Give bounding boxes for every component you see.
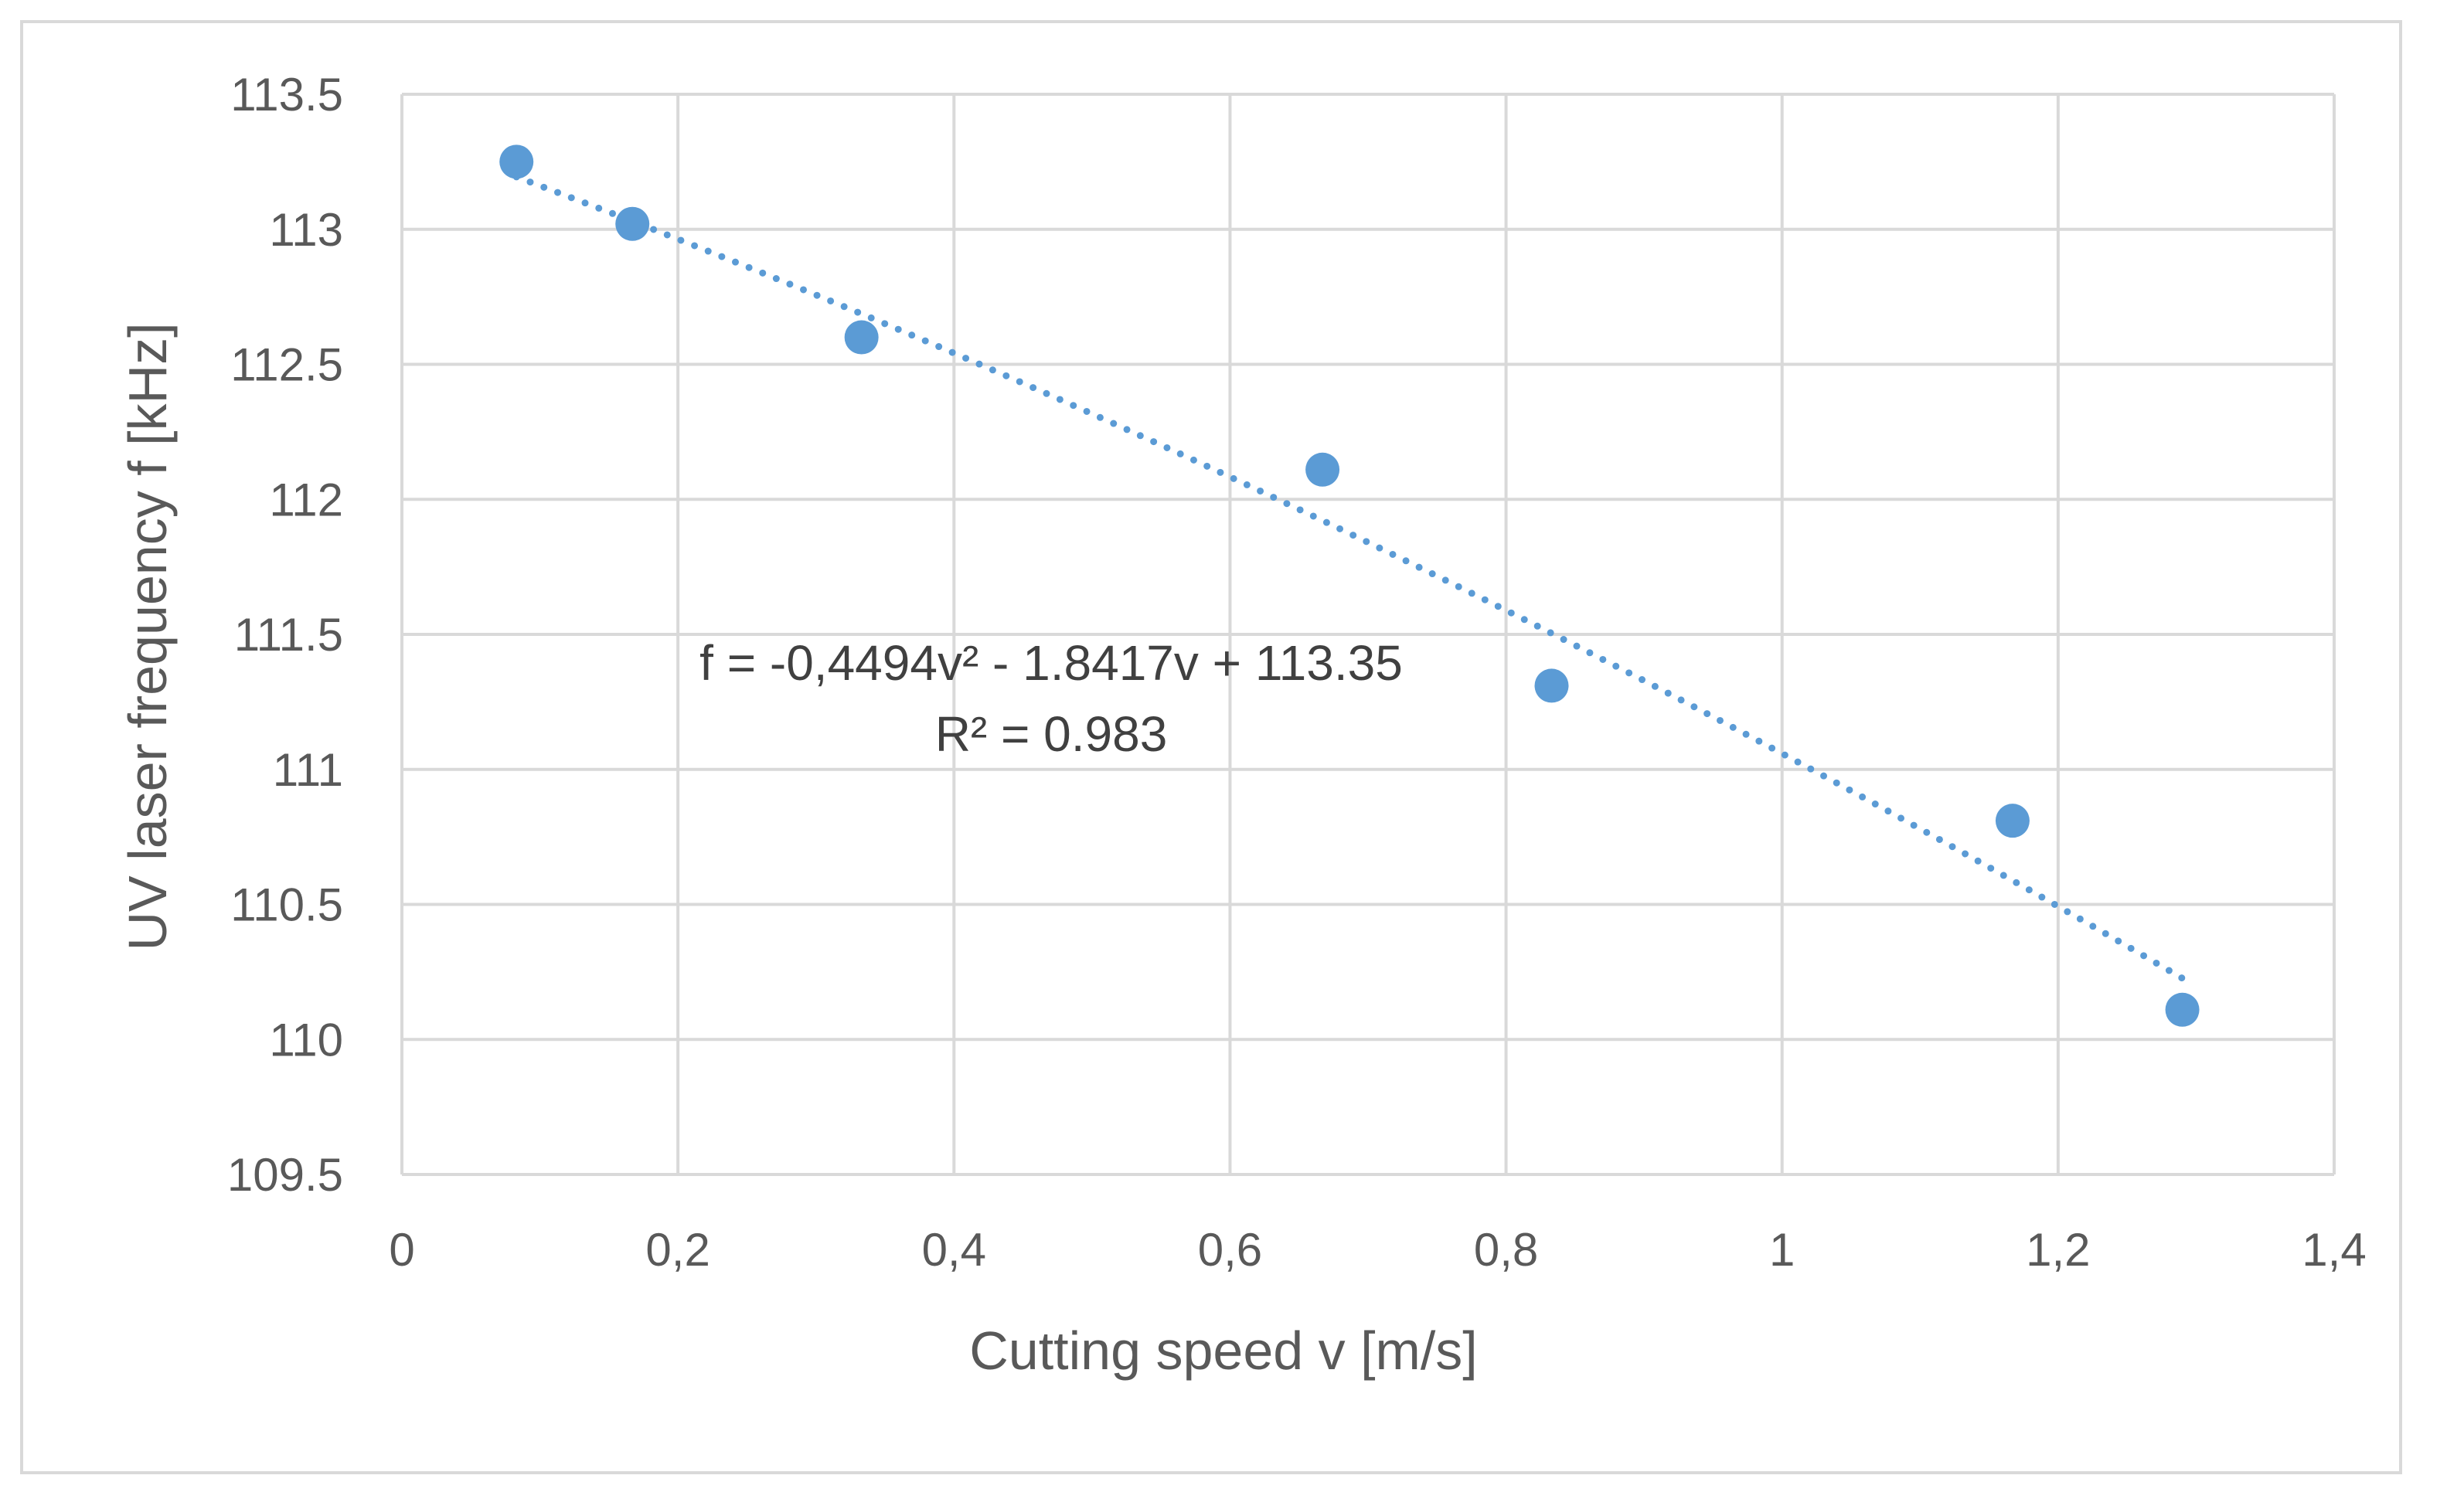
data-points xyxy=(499,144,2200,1027)
x-axis-title: Cutting speed v [m/s] xyxy=(969,1321,1478,1381)
x-tick-label-2: 0,4 xyxy=(922,1224,986,1276)
trendline-equation: f = -0,4494v² - 1.8417v + 113.35 xyxy=(699,635,1403,691)
r-squared-label: R² = 0.983 xyxy=(935,706,1168,762)
y-tick-labels: 109.5 110 110.5 111 111.5 112 112.5 113 113.5 xyxy=(227,69,343,1201)
y-tick-label-6: 112.5 xyxy=(230,339,343,391)
x-tick-label-1: 0,2 xyxy=(645,1224,710,1276)
y-tick-label-0: 109.5 xyxy=(227,1149,343,1201)
data-point-0-4 xyxy=(1534,668,1569,703)
y-tick-label-7: 113 xyxy=(269,204,343,256)
y-tick-label-8: 113.5 xyxy=(230,69,343,121)
y-tick-label-5: 112 xyxy=(269,474,343,525)
chart-frame xyxy=(20,20,2402,1474)
x-tick-label-7: 1,4 xyxy=(2302,1224,2366,1276)
x-tick-label-4: 0,8 xyxy=(1474,1224,1538,1276)
x-tick-label-0: 0 xyxy=(389,1224,414,1276)
y-tick-label-1: 110 xyxy=(269,1014,343,1066)
data-point-0-6 xyxy=(2165,992,2200,1027)
y-tick-label-2: 110.5 xyxy=(230,879,343,931)
data-point-0-2 xyxy=(844,320,879,355)
data-point-0-5 xyxy=(1995,804,2030,838)
trendline xyxy=(512,173,2187,982)
y-tick-label-4: 111.5 xyxy=(234,609,343,661)
x-tick-label-3: 0,6 xyxy=(1198,1224,1262,1276)
x-tick-label-6: 1,2 xyxy=(2026,1224,2090,1276)
data-point-0-3 xyxy=(1305,452,1340,487)
gridlines xyxy=(400,93,2336,1176)
trendline-path xyxy=(512,173,2187,982)
data-point-0-0 xyxy=(499,144,534,179)
y-tick-label-3: 111 xyxy=(273,744,343,796)
data-point-0-1 xyxy=(615,206,650,241)
x-tick-labels: 0 0,2 0,4 0,6 0,8 1 1,2 1,4 xyxy=(389,1224,2366,1276)
y-axis-title: UV laser frequency f [kHz] xyxy=(117,322,178,950)
x-tick-label-5: 1 xyxy=(1769,1224,1795,1276)
